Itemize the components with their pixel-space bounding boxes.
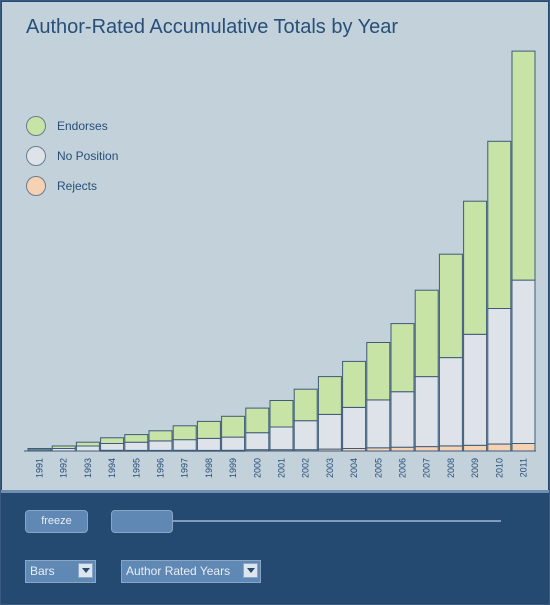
bar-no-position-2006	[390, 391, 415, 448]
bar-endorses-2001	[269, 400, 294, 428]
bar-no-position-2004	[342, 407, 367, 449]
bar-no-position-1999	[221, 436, 246, 451]
x-tick-label-2000: 2000	[252, 458, 262, 478]
bar-endorses-2010	[487, 140, 512, 309]
x-tick-label-1993: 1993	[83, 458, 93, 478]
bar-endorses-1998	[196, 420, 221, 439]
bar-no-position-2010	[487, 307, 512, 445]
bar-endorses-1995	[124, 434, 149, 443]
x-tick-label-1996: 1996	[156, 458, 166, 478]
bars	[27, 50, 536, 452]
bar-no-position-1995	[124, 441, 149, 451]
freeze-button[interactable]: freeze	[25, 510, 88, 533]
bar-no-position-2000	[245, 432, 270, 451]
x-tick-label-2010: 2010	[494, 458, 504, 478]
bar-no-position-2005	[366, 399, 391, 449]
x-tick-label-1997: 1997	[180, 458, 190, 478]
x-tick-label-1991: 1991	[35, 458, 45, 478]
bar-no-position-2008	[438, 357, 463, 447]
chart-type-select[interactable]: Bars	[25, 560, 96, 583]
bar-endorses-1994	[100, 437, 125, 444]
legend-swatch-endorses	[26, 116, 46, 136]
legend-label-endorses: Endorses	[57, 119, 108, 133]
bar-endorses-1996	[148, 430, 173, 442]
bar-endorses-1992	[51, 445, 76, 449]
bar-endorses-2002	[293, 388, 318, 422]
x-tick-label-2009: 2009	[470, 458, 480, 478]
bar-endorses-2009	[463, 200, 488, 335]
bar-no-position-2011	[511, 279, 536, 444]
bar-endorses-2008	[438, 253, 463, 359]
bar-rejects-2009	[463, 444, 488, 452]
bar-no-position-2003	[317, 413, 342, 450]
x-tick-label-2003: 2003	[325, 458, 335, 478]
divider	[1, 490, 549, 493]
x-tick-label-1999: 1999	[228, 458, 238, 478]
bar-endorses-1991	[27, 448, 52, 451]
x-tick-label-2001: 2001	[277, 458, 287, 478]
bar-no-position-2001	[269, 426, 294, 451]
bar-no-position-1994	[100, 442, 125, 451]
x-tick-label-2007: 2007	[422, 458, 432, 478]
year-slider-track[interactable]	[169, 520, 501, 522]
x-tick-label-1994: 1994	[107, 458, 117, 478]
bar-endorses-2007	[414, 289, 439, 378]
legend-swatch-no-position	[26, 146, 46, 166]
controls-panel: freeze Bars Author Rated Years	[1, 493, 549, 604]
x-tick-label-1992: 1992	[59, 458, 69, 478]
bar-endorses-2003	[317, 376, 342, 415]
legend-label-rejects: Rejects	[57, 179, 98, 193]
bar-rejects-2010	[487, 443, 512, 452]
bar-endorses-2005	[366, 342, 391, 401]
chart-type-value: Bars	[30, 564, 55, 578]
bar-chart: 1991 1992 1993 1994 1995 1996 1997 1998 1999 2000…	[24, 50, 536, 478]
bar-endorses-2004	[342, 360, 367, 408]
bar-endorses-2000	[245, 407, 270, 434]
bar-no-position-1998	[196, 437, 221, 451]
x-tick-label-2004: 2004	[349, 458, 359, 478]
bar-rejects-2011	[511, 442, 536, 452]
legend-swatch-rejects	[26, 176, 46, 196]
bar-endorses-2006	[390, 323, 415, 393]
bar-no-position-2007	[414, 376, 439, 448]
bar-no-position-1993	[75, 445, 100, 452]
year-slider-handle[interactable]	[111, 510, 173, 533]
bar-endorses-1993	[75, 441, 100, 447]
x-tick-label-1998: 1998	[204, 458, 214, 478]
x-tick-label-2008: 2008	[446, 458, 456, 478]
x-tick-label-2011: 2011	[519, 458, 529, 477]
x-axis-tick-labels: 1991 1992 1993 1994 1995 1996 1997 1998 1999 2000…	[35, 458, 529, 478]
data-view-select[interactable]: Author Rated Years	[121, 560, 261, 583]
chevron-down-icon[interactable]	[243, 563, 258, 578]
chart-title: Author-Rated Accumulative Totals by Year	[26, 16, 399, 38]
chevron-down-icon[interactable]	[78, 563, 93, 578]
bar-endorses-1997	[172, 425, 197, 441]
chart-panel: Author-Rated Accumulative Totals by Year…	[2, 2, 548, 490]
legend-label-no-position: No Position	[57, 149, 119, 163]
bar-endorses-1999	[221, 415, 246, 438]
bar-no-position-1997	[172, 439, 197, 451]
bar-rejects-2006	[390, 446, 415, 452]
x-tick-label-2006: 2006	[398, 458, 408, 478]
bar-rejects-2008	[438, 445, 463, 452]
bar-rejects-2007	[414, 446, 439, 452]
data-view-value: Author Rated Years	[126, 564, 231, 578]
bar-endorses-2011	[511, 50, 536, 281]
bar-no-position-2002	[293, 420, 318, 451]
bar-no-position-2009	[463, 333, 488, 446]
x-tick-label-2005: 2005	[373, 458, 383, 478]
x-tick-label-2002: 2002	[301, 458, 311, 478]
x-tick-label-1995: 1995	[131, 458, 141, 478]
bar-no-position-1996	[148, 440, 173, 451]
